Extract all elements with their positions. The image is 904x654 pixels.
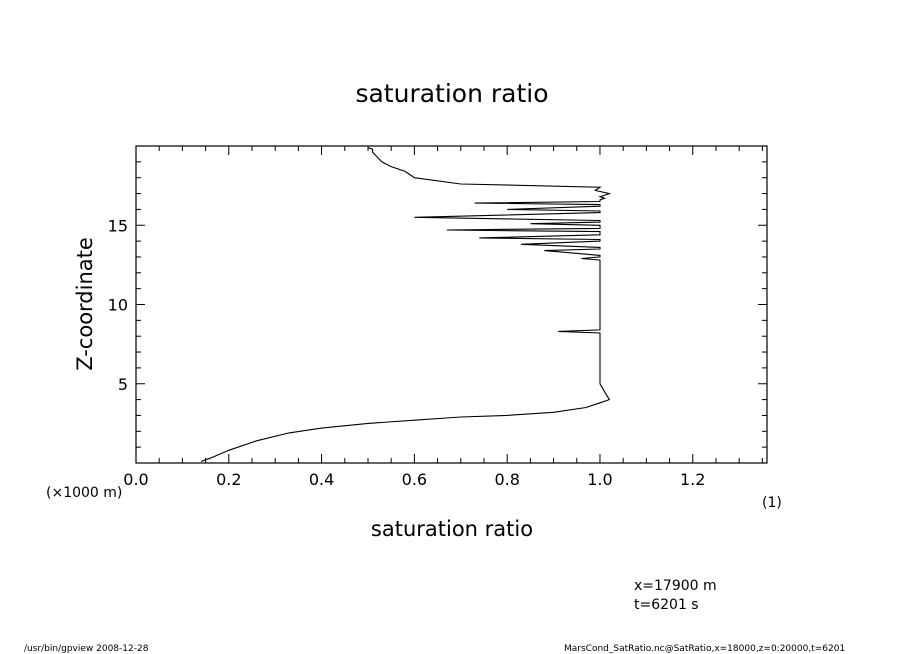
x-tick-label: 0.4 xyxy=(309,470,334,489)
x-tick-label: 0.8 xyxy=(494,470,519,489)
x-tick-label: 1.2 xyxy=(680,470,705,489)
series-line xyxy=(200,147,612,462)
y-tick-label: 10 xyxy=(108,296,128,315)
x-tick-label: 0.6 xyxy=(402,470,427,489)
x-tick-label: 0.2 xyxy=(216,470,241,489)
footer-source: MarsCond_SatRatio.nc@SatRatio,x=18000,z=… xyxy=(564,644,845,654)
coordinate-x-label: x=17900 m xyxy=(634,578,717,594)
y-tick-labels: 5 10 15 xyxy=(108,216,128,394)
plot-frame xyxy=(135,145,768,464)
x-tick-labels: 0.0 0.2 0.4 0.6 0.8 1.0 1.2 xyxy=(123,470,705,489)
axis-ticks xyxy=(135,145,767,464)
y-axis-label: Z-coordinate xyxy=(73,237,97,371)
coordinate-t-label: t=6201 s xyxy=(634,597,699,613)
footer-program: /usr/bin/gpview 2008-12-28 xyxy=(24,644,149,654)
y-tick-label: 15 xyxy=(108,216,128,235)
x-tick-label: 1.0 xyxy=(587,470,612,489)
x-unit-label: (1) xyxy=(762,495,782,511)
x-tick-label: 0.0 xyxy=(123,470,148,489)
y-unit-label: (×1000 m) xyxy=(46,485,122,501)
chart-title: saturation ratio xyxy=(355,79,548,108)
x-axis-label: saturation ratio xyxy=(371,517,533,541)
y-tick-label: 5 xyxy=(118,375,128,394)
